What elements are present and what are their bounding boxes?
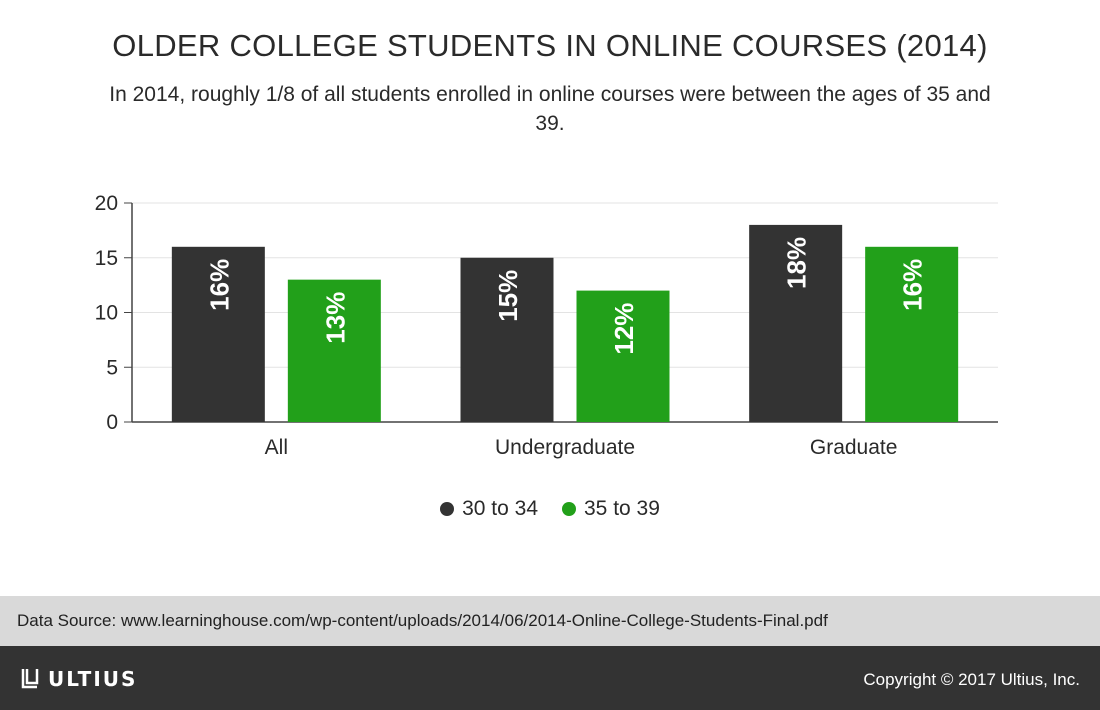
legend-swatch-30-34 [440,502,455,516]
bar [576,290,670,422]
x-tick-label: Undergraduate [495,436,635,459]
ultius-logo-icon [21,669,39,689]
data-label: 18% [782,237,812,289]
bar [460,257,554,422]
copyright-text: Copyright © 2017 Ultius, Inc. [863,670,1080,689]
footer: ULTIUS Copyright © 2017 Ultius, Inc. [0,646,1100,710]
x-tick-label: Graduate [810,436,898,459]
data-source-bar: Data Source: www.learninghouse.com/wp-co… [0,596,1100,646]
bar-chart: 0 5 10 15 20 16% 13% All 15% 12% Undergraduate 18% 1… [95,192,998,459]
bar [865,246,959,422]
legend-item-35-39: 35 to 39 [562,497,660,521]
y-tick-label: 5 [106,356,118,379]
data-label: 15% [493,270,523,322]
ultius-logo-text: ULTIUS [48,667,138,691]
data-label: 13% [320,292,350,344]
y-tick-label: 15 [95,247,118,270]
data-label: 12% [609,303,639,355]
data-source-text: Data Source: www.learninghouse.com/wp-co… [17,611,828,630]
chart-title: OLDER COLLEGE STUDENTS IN ONLINE COURSES… [112,28,988,63]
y-tick-label: 20 [95,192,118,215]
y-tick-label: 0 [106,411,118,434]
legend-item-30-34: 30 to 34 [440,497,538,521]
legend-label-30-34: 30 to 34 [462,497,538,520]
legend-label-35-39: 35 to 39 [584,497,660,520]
bar [287,279,381,422]
data-label: 16% [204,259,234,311]
chart-subtitle: In 2014, roughly 1/8 of all students enr… [109,83,991,135]
x-tick-label: All [265,436,288,459]
legend-swatch-35-39 [562,502,576,516]
ultius-logo: ULTIUS [20,666,137,692]
bar [749,224,843,422]
bar [171,246,265,422]
legend: 30 to 34 35 to 39 [0,497,1100,521]
y-tick-label: 10 [95,302,118,325]
data-label: 16% [898,259,928,311]
